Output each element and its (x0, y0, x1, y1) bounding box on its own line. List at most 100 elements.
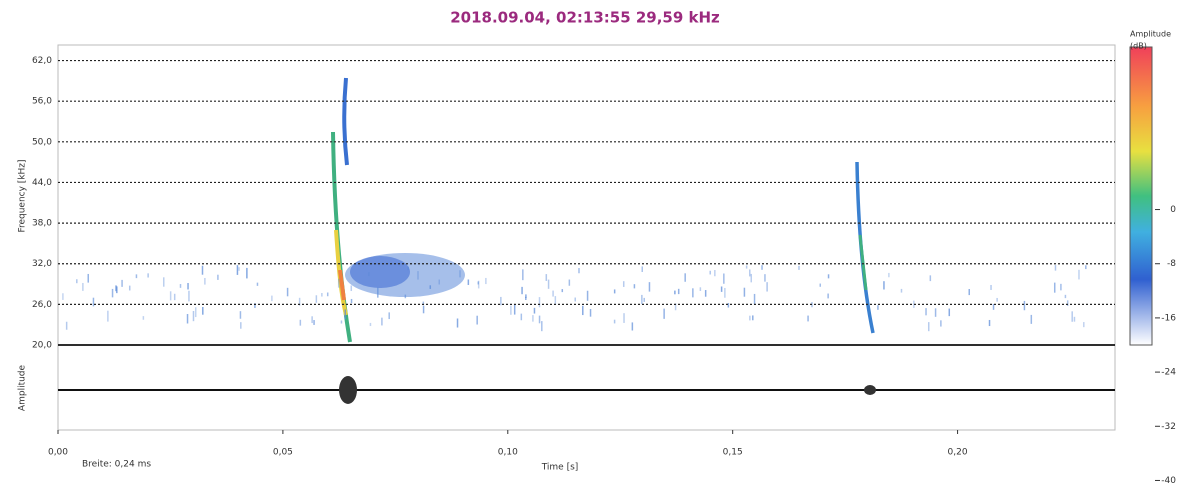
y-tick-label: 20,0 (32, 341, 52, 351)
colorbar-tick-label: -8 (1167, 259, 1176, 269)
noise-speck (641, 294, 643, 305)
noise-speck (337, 278, 340, 288)
noise-speck (476, 315, 478, 325)
noise-speck (459, 270, 461, 278)
noise-speck (107, 310, 109, 322)
noise-speck (883, 281, 885, 290)
noise-speck (321, 293, 323, 297)
y-tick-label: 32,0 (32, 259, 52, 269)
noise-speck (128, 285, 131, 291)
noise-speck (82, 282, 84, 291)
noise-speck (477, 281, 479, 285)
noise-speck (704, 290, 707, 297)
noise-speck (121, 279, 123, 287)
noise-speck (692, 288, 694, 298)
noise-speck (246, 267, 248, 279)
noise-speck (764, 274, 766, 282)
noise-speck (111, 288, 114, 298)
noise-speck (613, 319, 616, 324)
noise-speck (522, 269, 524, 281)
noise-speck (254, 303, 256, 309)
waveform-burst (864, 385, 876, 395)
noise-speck (417, 271, 419, 280)
noise-speck (750, 273, 752, 283)
colorbar-label: (dB) (1130, 42, 1147, 51)
noise-speck (545, 274, 548, 281)
noise-speck (934, 308, 937, 317)
noise-speck (92, 297, 95, 307)
x-tick-label: 0,15 (723, 448, 743, 458)
noise-speck (714, 270, 716, 277)
noise-speck (513, 303, 516, 315)
noise-speck (115, 285, 117, 292)
noise-speck (720, 286, 723, 292)
noise-speck (927, 322, 930, 332)
noise-speck (586, 290, 589, 301)
noise-speck (752, 315, 754, 321)
noise-speck (648, 282, 651, 292)
noise-speck (538, 315, 541, 324)
colorbar-tick-label: -40 (1161, 476, 1176, 486)
noise-speck (142, 316, 145, 320)
x-tick-label: 0,00 (48, 448, 68, 458)
noise-speck (996, 297, 998, 302)
noise-speck (456, 318, 459, 328)
colorbar-label: Amplitude (1130, 30, 1171, 39)
noise-speck (533, 307, 536, 314)
noise-speck (723, 273, 725, 284)
noise-speck (186, 314, 189, 324)
noise-speck (87, 273, 89, 283)
noise-speck (724, 287, 726, 298)
noise-speck (749, 269, 751, 277)
noise-speck (525, 296, 527, 301)
noise-speck (520, 313, 523, 321)
noise-speck (1060, 283, 1062, 291)
noise-speck (377, 287, 379, 298)
y-tick-label: 56,0 (32, 97, 52, 107)
noise-speck (240, 322, 242, 329)
noise-speck (1064, 294, 1067, 299)
noise-speck (684, 273, 686, 282)
noise-speck (766, 282, 768, 292)
noise-speck (929, 275, 932, 282)
noise-speck (761, 265, 763, 270)
noise-speck (992, 303, 995, 310)
noise-speck (239, 311, 242, 319)
y-tick-label: 44,0 (32, 178, 52, 188)
noise-speck (163, 277, 165, 287)
noise-speck (350, 298, 353, 304)
noise-speck (467, 279, 470, 285)
noise-speck (256, 282, 259, 286)
noise-speck (589, 308, 592, 317)
noise-speck (422, 301, 425, 306)
noise-speck (1073, 316, 1076, 322)
noise-speck (568, 279, 571, 286)
noise-speck (743, 287, 746, 297)
noise-speck (990, 284, 992, 290)
noise-speck (188, 290, 190, 302)
noise-speck (485, 277, 487, 285)
noise-speck (187, 283, 189, 290)
noise-speck (525, 294, 527, 298)
noise-speck (552, 290, 554, 297)
noise-speck (217, 274, 219, 280)
noise-speck (913, 300, 915, 308)
noise-speck (641, 266, 643, 272)
chart-title: 2018.09.04, 02:13:55 29,59 kHz (450, 9, 720, 27)
noise-speck (62, 293, 64, 300)
noise-speck (578, 268, 580, 274)
colorbar-tick-label: -16 (1161, 313, 1176, 323)
noise-speck (326, 292, 329, 297)
noise-speck (422, 305, 425, 314)
colorbar-tick-label: -32 (1161, 422, 1176, 432)
noise-speck (948, 308, 951, 317)
noise-speck (798, 265, 800, 270)
noise-speck (65, 321, 68, 330)
noise-speck (807, 315, 809, 322)
plot-frame (57, 44, 1116, 431)
noise-speck (727, 302, 730, 308)
noise-speck (1078, 269, 1080, 280)
noise-speck (709, 270, 711, 275)
noise-speck (574, 297, 576, 302)
